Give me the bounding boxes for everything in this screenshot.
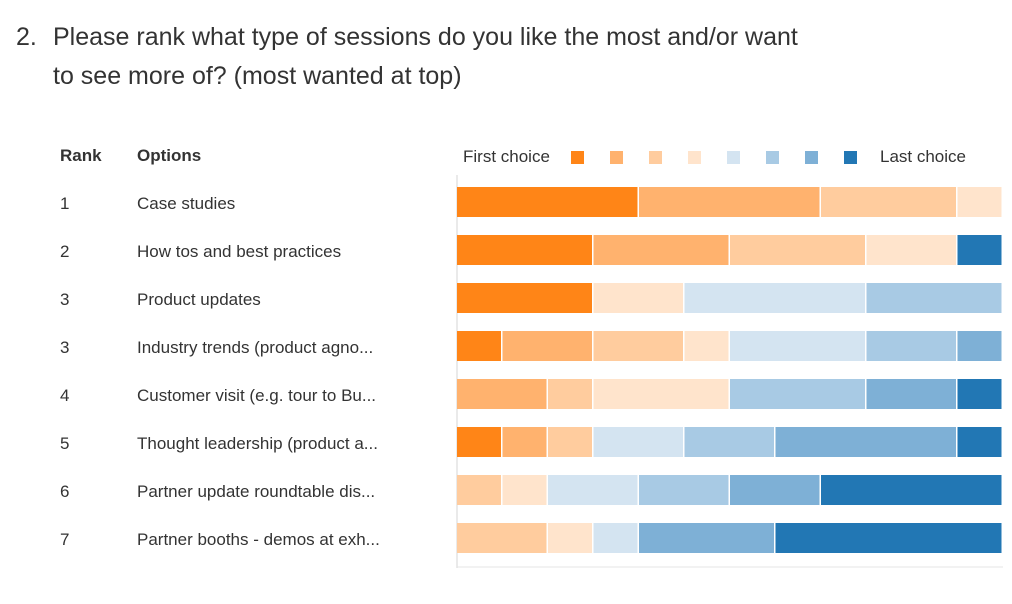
- row-option-label: Partner booths - demos at exh...: [137, 530, 380, 549]
- bar-segment-choice-1: [457, 187, 638, 217]
- bar-segment-choice-8: [957, 379, 1002, 409]
- bar-segment-choice-1: [457, 235, 592, 265]
- row-option-label: Thought leadership (product a...: [137, 434, 378, 453]
- bar-segment-choice-6: [639, 475, 729, 505]
- row-option-label: Customer visit (e.g. tour to Bu...: [137, 386, 377, 405]
- legend-swatch-3: [649, 151, 662, 164]
- bar-segment-choice-8: [821, 475, 1002, 505]
- bar-segment-choice-3: [457, 475, 501, 505]
- legend-swatch-1: [571, 151, 584, 164]
- bar-segment-choice-3: [548, 427, 592, 457]
- row-option-label: How tos and best practices: [137, 242, 342, 261]
- bar-segment-choice-6: [866, 331, 956, 361]
- legend-swatch-2: [610, 151, 623, 164]
- legend-swatch-4: [688, 151, 701, 164]
- bar-segment-choice-8: [957, 235, 1002, 265]
- bar-segment-choice-4: [548, 523, 592, 553]
- bar-segment-choice-4: [957, 187, 1002, 217]
- bar-segment-choice-7: [775, 427, 956, 457]
- bar-segment-choice-5: [593, 523, 638, 553]
- legend-first-choice-label: First choice: [463, 147, 550, 166]
- rank-column-header: Rank: [60, 146, 102, 165]
- ranking-chart: [456, 175, 1003, 568]
- bar-segment-choice-7: [639, 523, 774, 553]
- bar-segment-choice-3: [730, 235, 865, 265]
- bar-segment-choice-1: [457, 427, 501, 457]
- bar-segment-choice-2: [593, 235, 729, 265]
- bar-segment-choice-4: [866, 235, 956, 265]
- bar-segment-choice-3: [457, 523, 547, 553]
- row-rank: 5: [60, 434, 70, 453]
- legend-swatch-6: [766, 151, 779, 164]
- row-rank: 7: [60, 530, 70, 549]
- legend-swatch-5: [727, 151, 740, 164]
- bar-segment-choice-6: [684, 427, 774, 457]
- row-rank: 3: [60, 338, 70, 357]
- bar-segment-choice-4: [593, 283, 683, 313]
- bar-segment-choice-7: [866, 379, 956, 409]
- options-column-header: Options: [137, 146, 202, 165]
- bar-segment-choice-4: [684, 331, 729, 361]
- row-rank: 6: [60, 482, 70, 501]
- legend-swatch-8: [844, 151, 857, 164]
- bar-segment-choice-8: [775, 523, 1002, 553]
- row-rank: 3: [60, 290, 70, 309]
- bar-segment-choice-2: [502, 427, 547, 457]
- bar-segment-choice-5: [548, 475, 638, 505]
- bar-segment-choice-4: [593, 379, 729, 409]
- bar-segment-choice-4: [502, 475, 547, 505]
- bar-segment-choice-7: [957, 331, 1002, 361]
- bar-segment-choice-3: [821, 187, 956, 217]
- bar-segment-choice-5: [730, 331, 865, 361]
- bar-segment-choice-1: [457, 283, 592, 313]
- bar-segment-choice-2: [502, 331, 592, 361]
- legend-swatch-7: [805, 151, 818, 164]
- bar-segment-choice-3: [548, 379, 592, 409]
- bar-segment-choice-2: [457, 379, 547, 409]
- legend-last-choice-label: Last choice: [880, 147, 966, 166]
- bar-segment-choice-5: [593, 427, 683, 457]
- bar-segment-choice-2: [639, 187, 820, 217]
- bar-segment-choice-7: [730, 475, 820, 505]
- row-option-label: Product updates: [137, 290, 261, 309]
- row-option-label: Partner update roundtable dis...: [137, 482, 376, 501]
- question-number: 2.: [16, 23, 37, 51]
- row-rank: 4: [60, 386, 70, 405]
- bar-segment-choice-6: [866, 283, 1002, 313]
- row-option-label: Case studies: [137, 194, 236, 213]
- row-rank: 2: [60, 242, 70, 261]
- bar-segment-choice-6: [730, 379, 865, 409]
- bar-segment-choice-5: [684, 283, 865, 313]
- bar-segment-choice-3: [593, 331, 683, 361]
- bar-segment-choice-1: [457, 331, 501, 361]
- question-text: Please rank what type of sessions do you…: [53, 23, 798, 90]
- row-option-label: Industry trends (product agno...: [137, 338, 374, 357]
- row-rank: 1: [60, 194, 70, 213]
- bar-segment-choice-8: [957, 427, 1002, 457]
